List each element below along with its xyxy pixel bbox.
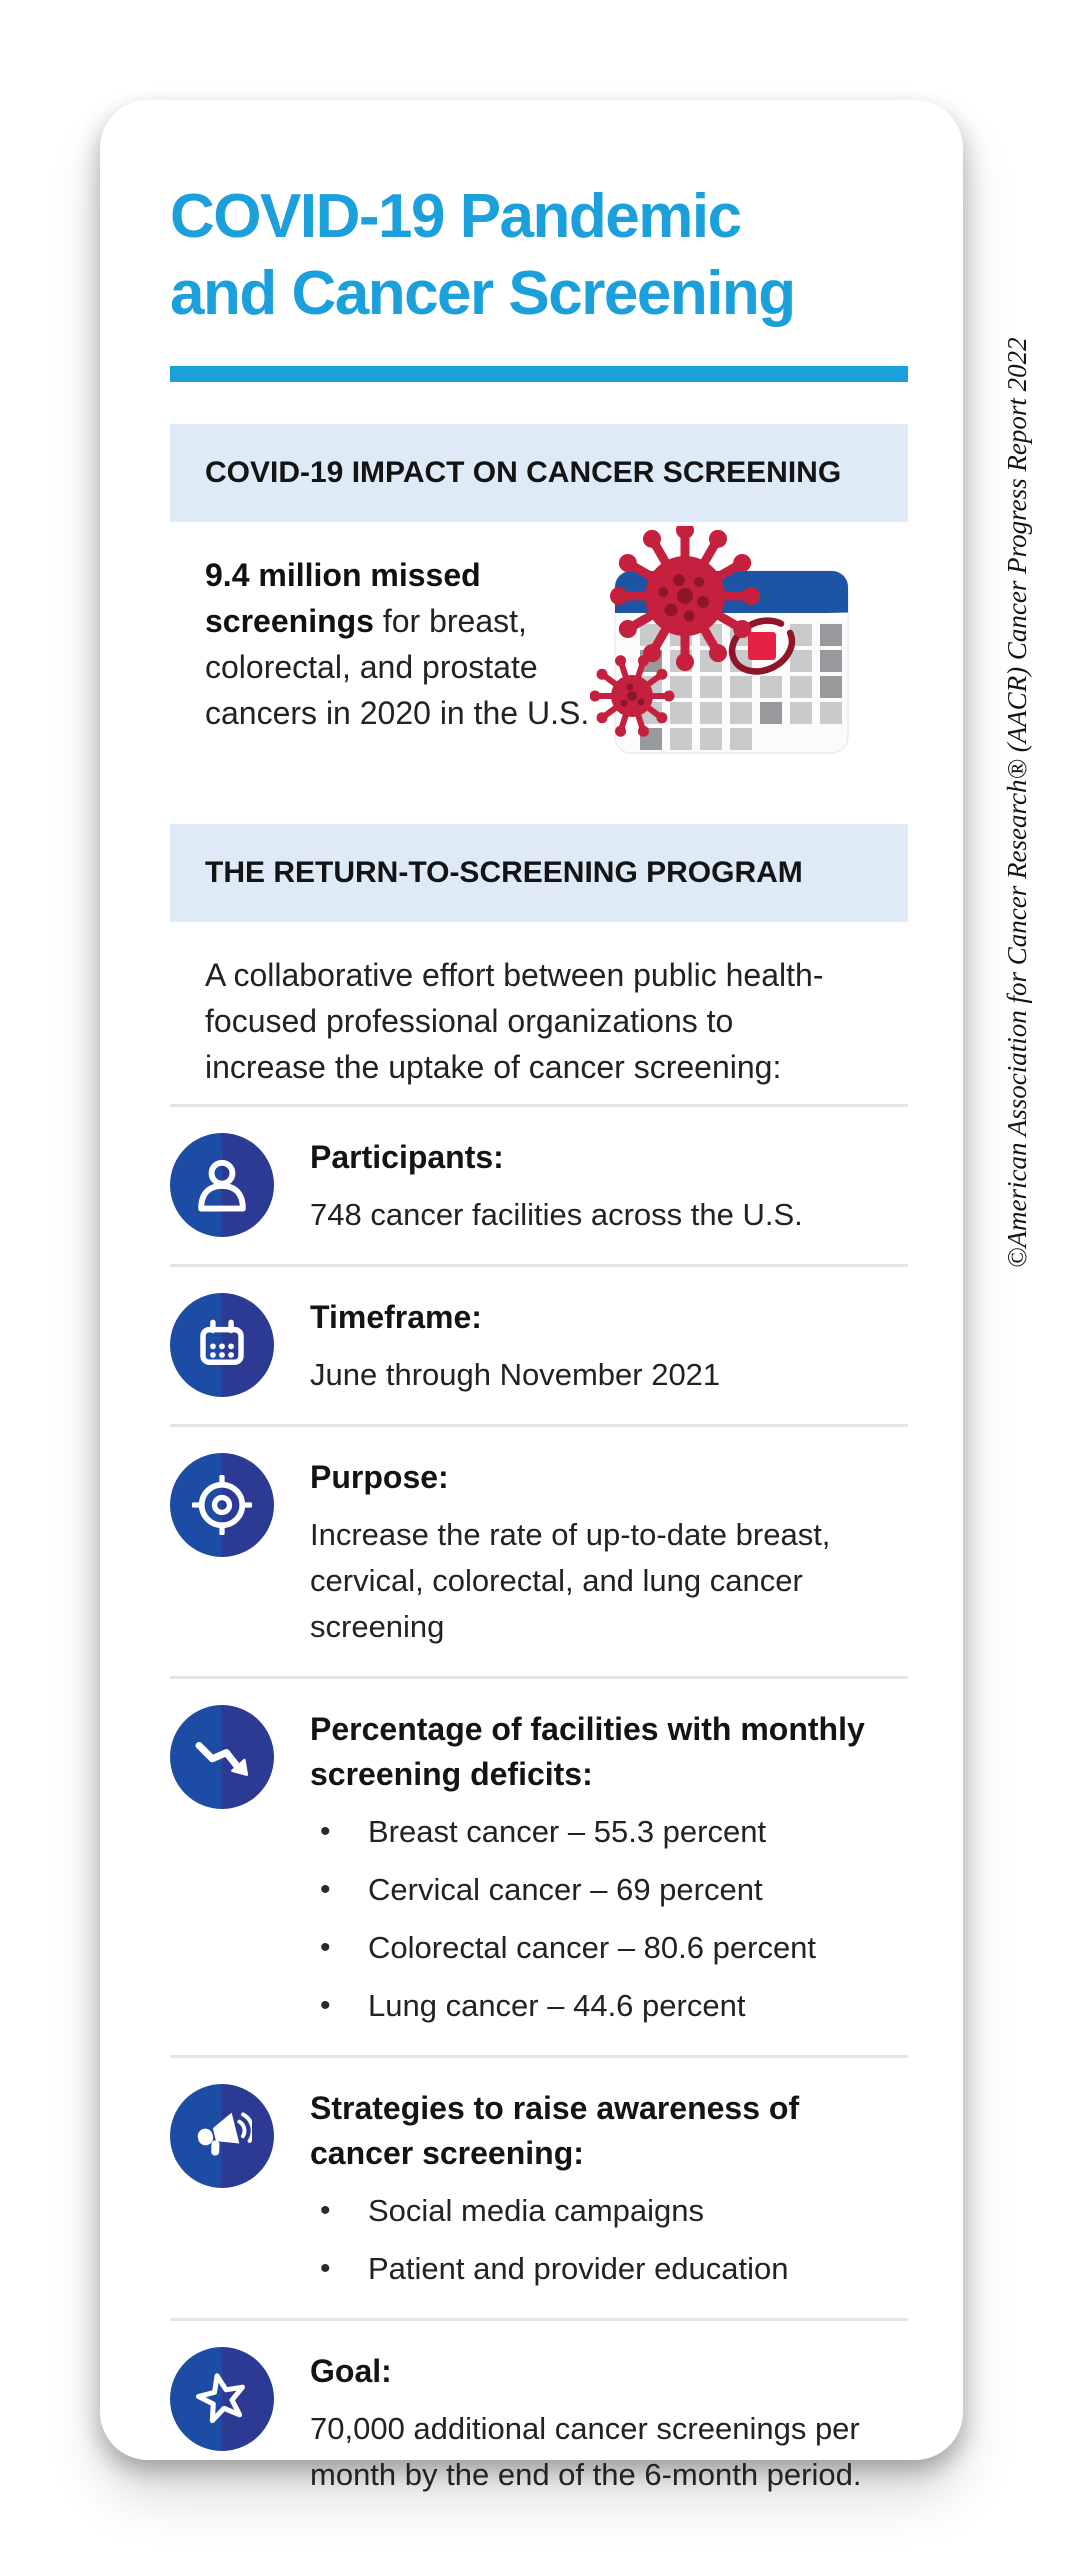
marked-date [728,617,796,675]
row-goal: Goal: 70,000 additional cancer screening… [170,2318,908,2524]
row-strategies: Strategies to raise awareness of cancer … [170,2055,908,2318]
coronavirus-small [590,655,675,737]
title-underline-rule [170,366,908,382]
trend-down-icon [170,1705,274,1809]
target-icon [170,1453,274,1557]
row-label: Percentage of facilities with monthly sc… [310,1711,865,1792]
section-header-impact-label: COVID-19 IMPACT ON CANCER SCREENING [205,456,842,489]
row-text: Increase the rate of up-to-date breast, … [310,1517,831,1644]
row-timeframe: Timeframe: June through November 2021 [170,1264,908,1424]
row-text: 70,000 additional cancer screenings per … [310,2411,862,2492]
calendar-icon [170,1293,274,1397]
row-purpose: Purpose: Increase the rate of up-to-date… [170,1424,908,1676]
bullet-item: Colorectal cancer – 80.6 percent [310,1925,908,1971]
coronavirus-large [610,526,760,671]
row-screening-deficits: Percentage of facilities with monthly sc… [170,1676,908,2055]
bullet-item: Patient and provider education [310,2246,908,2292]
bullet-item: Breast cancer – 55.3 percent [310,1809,908,1855]
stat-bold-text: 9.4 million missed screenings [205,557,481,639]
megaphone-icon [170,2084,274,2188]
deficit-bullet-list: Breast cancer – 55.3 percent Cervical ca… [310,1809,908,2029]
bullet-item: Lung cancer – 44.6 percent [310,1983,908,2029]
row-text: 748 cancer facilities across the U.S. [310,1197,803,1232]
row-participants: Participants: 748 cancer facilities acro… [170,1104,908,1264]
bullet-item: Cervical cancer – 69 percent [310,1867,908,1913]
row-label: Goal: [310,2353,392,2389]
page-title: COVID-19 Pandemic and Cancer Screening [170,178,908,332]
row-label: Timeframe: [310,1299,482,1335]
calendar-coronavirus-illustration [590,526,849,754]
program-intro-text: A collaborative effort between public he… [205,957,824,1085]
copyright-vertical-text: ©American Association for Cancer Researc… [1002,337,1032,1268]
infographic-card: COVID-19 Pandemic and Cancer Screening C… [100,100,963,2492]
row-label: Participants: [310,1139,504,1175]
page-title-line-2: and Cancer Screening [170,259,796,328]
impact-stat-row: 9.4 million missed screenings for breast… [170,526,908,782]
row-label: Purpose: [310,1459,449,1495]
page-title-line-1: COVID-19 Pandemic [170,182,742,251]
bullet-item: Social media campaigns [310,2188,908,2234]
section-header-program: THE RETURN-TO-SCREENING PROGRAM [170,824,908,922]
section-header-program-label: THE RETURN-TO-SCREENING PROGRAM [205,856,803,889]
star-icon [170,2347,274,2451]
section-header-impact: COVID-19 IMPACT ON CANCER SCREENING [170,424,908,522]
row-text: June through November 2021 [310,1357,721,1392]
person-icon [170,1133,274,1237]
missed-screenings-stat: 9.4 million missed screenings for breast… [205,552,615,736]
row-label: Strategies to raise awareness of cancer … [310,2090,800,2171]
strategy-bullet-list: Social media campaigns Patient and provi… [310,2188,908,2292]
stat-rest-text: for breast, colorectal, and prostate can… [205,603,590,731]
program-detail-list: Participants: 748 cancer facilities acro… [170,1104,908,2524]
